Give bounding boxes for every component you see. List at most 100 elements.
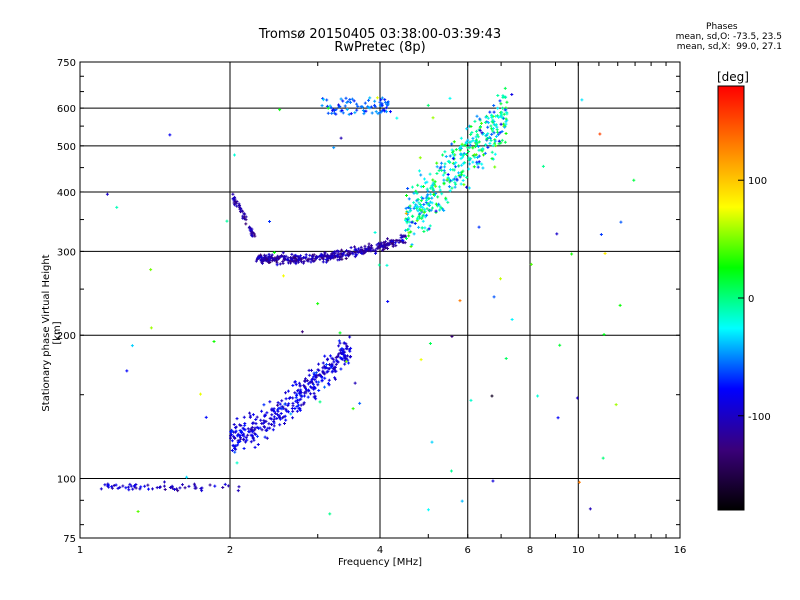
data-point [348, 251, 352, 255]
data-point [451, 178, 455, 182]
data-point [412, 232, 416, 236]
data-point [320, 104, 324, 108]
data-point [242, 446, 246, 450]
data-point [121, 484, 125, 488]
legend-line-o: mean, sd,O: -73.5, 23.5 [675, 32, 782, 42]
data-point [430, 440, 434, 444]
data-point [254, 259, 258, 263]
data-point [385, 102, 389, 106]
data-point [263, 435, 267, 439]
data-point [490, 120, 494, 124]
data-point [348, 100, 352, 104]
data-point [276, 403, 280, 407]
data-point [347, 361, 351, 365]
data-point [432, 192, 436, 196]
data-point [334, 249, 338, 253]
data-point [430, 206, 434, 210]
data-point [499, 141, 503, 145]
data-point [281, 416, 285, 420]
data-point [134, 486, 138, 490]
data-point [367, 242, 371, 246]
data-point [485, 137, 489, 141]
data-point [469, 133, 473, 137]
x-tick-label: 10 [572, 545, 585, 556]
data-point [114, 483, 118, 487]
data-point [341, 99, 345, 103]
data-point [294, 262, 298, 266]
data-point [358, 401, 362, 405]
data-point [419, 358, 423, 362]
data-point [374, 251, 378, 255]
data-point [361, 248, 365, 252]
series-3 [404, 86, 509, 247]
data-point [297, 381, 301, 385]
data-point [295, 409, 299, 413]
data-point [467, 149, 471, 153]
data-point [298, 406, 302, 410]
data-point [382, 108, 386, 112]
data-point [420, 216, 424, 220]
data-point [325, 362, 329, 366]
data-point [493, 152, 497, 156]
data-point [602, 333, 606, 337]
data-point [291, 409, 295, 413]
data-point [418, 202, 422, 206]
data-point [303, 386, 307, 390]
data-point [424, 198, 428, 202]
data-point [385, 243, 389, 247]
data-point [158, 485, 162, 489]
y-tick-label: 600 [57, 104, 76, 115]
data-point [491, 129, 495, 133]
data-point [285, 257, 289, 261]
data-point [489, 124, 493, 128]
data-point [237, 202, 241, 206]
data-point [384, 240, 388, 244]
data-point [410, 220, 414, 224]
data-point [298, 408, 302, 412]
data-point [313, 395, 317, 399]
data-point [339, 367, 343, 371]
data-point [401, 235, 405, 239]
data-point [469, 124, 473, 128]
data-point [353, 381, 357, 385]
data-point [168, 133, 172, 137]
data-point [418, 212, 422, 216]
data-point [124, 486, 128, 490]
data-point [271, 428, 275, 432]
data-point [421, 219, 425, 223]
data-point [307, 368, 311, 372]
data-point [425, 207, 429, 211]
data-point [338, 104, 342, 108]
data-point [455, 178, 459, 182]
data-point [499, 112, 503, 116]
data-point [244, 222, 248, 226]
data-point [337, 339, 341, 343]
data-point [476, 165, 480, 169]
data-point [314, 380, 318, 384]
data-point [386, 299, 390, 303]
data-point [388, 242, 392, 246]
data-point [163, 488, 167, 492]
data-point [493, 141, 497, 145]
data-point [326, 381, 330, 385]
data-point [491, 118, 495, 122]
data-point [443, 165, 447, 169]
data-point [447, 185, 451, 189]
data-point [431, 178, 435, 182]
data-point [429, 208, 433, 212]
data-point [401, 238, 405, 242]
data-point [242, 415, 246, 419]
data-point [475, 141, 479, 145]
data-point [251, 230, 255, 234]
data-point [390, 242, 394, 246]
series-5 [105, 92, 636, 516]
data-point [314, 397, 318, 401]
data-point [390, 240, 394, 244]
data-point [454, 165, 458, 169]
data-point [333, 377, 337, 381]
data-point [363, 244, 367, 248]
data-point [433, 180, 437, 184]
data-point [304, 253, 308, 257]
data-point [252, 232, 256, 236]
